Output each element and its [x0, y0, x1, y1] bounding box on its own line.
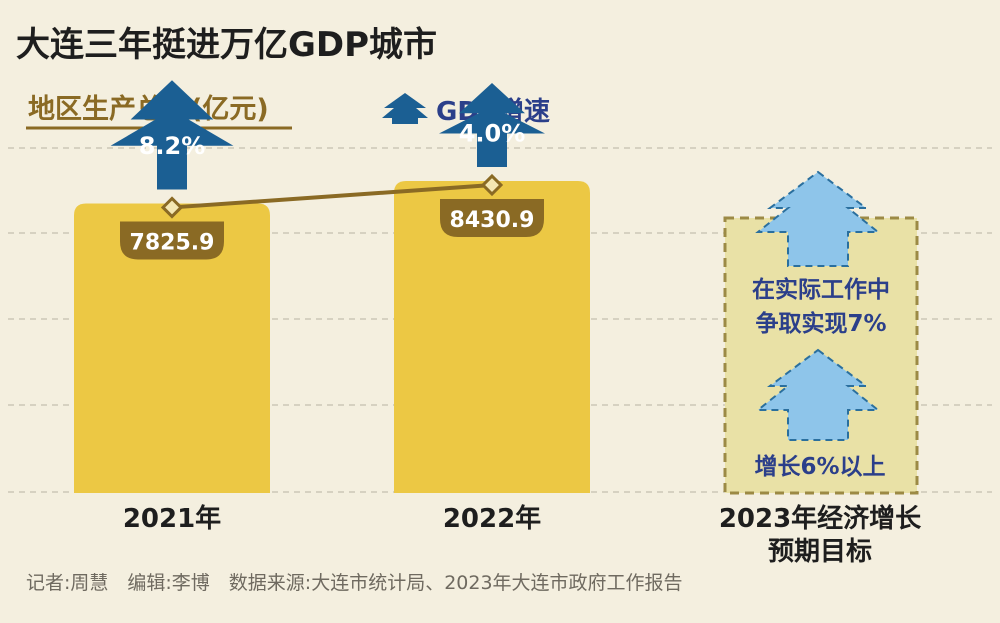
target-text-line2: 争取实现7%	[755, 310, 886, 337]
bar-1	[74, 203, 270, 493]
category-labels: 2021年 2022年	[123, 503, 541, 534]
target-arrow-upper-icon	[755, 170, 881, 267]
legend-arrow-icon	[382, 93, 428, 124]
growth-arrows: 8.2% 4.0%	[110, 80, 545, 190]
target-category-line2: 预期目标	[768, 537, 872, 567]
bar-2	[394, 181, 590, 493]
rate-label-2: 4.0%	[459, 119, 526, 147]
value-label-2: 8430.9	[450, 208, 535, 233]
value-label-1: 7825.9	[130, 230, 215, 255]
target-text-line1: 在实际工作中	[752, 276, 890, 303]
value-label-box-2	[440, 199, 544, 238]
target-panel: 在实际工作中 争取实现7% 增长6%以上 2023年经济增长 预期目标	[719, 170, 922, 567]
target-text-2: 增长6%以上	[754, 453, 885, 480]
line-point-1	[160, 196, 184, 219]
rate-label-1: 8.2%	[139, 132, 206, 160]
growth-arrow-1	[110, 80, 234, 190]
category-label-2: 2022年	[443, 503, 541, 534]
growth-arrow-2	[439, 83, 545, 168]
target-category-line1: 2023年经济增长	[719, 503, 922, 534]
bar-series	[74, 181, 590, 493]
value-labels: 7825.9 8430.9	[120, 199, 544, 260]
legend: 地区生产总值(亿元) GDP增速	[26, 93, 550, 141]
target-arrow-lower-icon	[755, 348, 881, 441]
gdp-line	[160, 173, 504, 219]
value-label-box-1	[120, 221, 224, 260]
source-note: 记者:周慧 编辑:李博 数据来源:大连市统计局、2023年大连市政府工作报告	[26, 572, 683, 594]
gdp-trend-line	[171, 183, 493, 210]
line-point-2	[480, 173, 504, 197]
category-label-1: 2021年	[123, 503, 221, 534]
page-title: 大连三年挺进万亿GDP城市	[16, 25, 437, 65]
